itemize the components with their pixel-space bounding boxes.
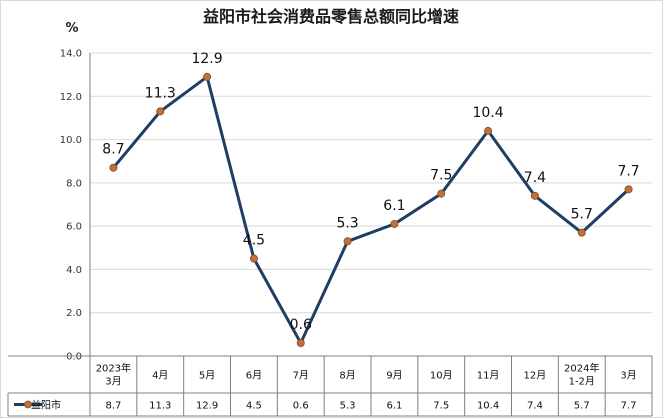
- table-value-cell: 5.3: [340, 401, 356, 412]
- x-category-label: 3月: [620, 370, 636, 382]
- data-label: 8.7: [102, 142, 124, 158]
- y-tick-label: 12.0: [60, 92, 82, 103]
- data-point: [437, 189, 446, 198]
- data-point: [156, 107, 165, 116]
- data-label: 12.9: [191, 51, 222, 67]
- data-point: [109, 163, 118, 172]
- data-label: 7.7: [617, 163, 639, 179]
- data-labels: 8.7 11.3 12.9 4.5 0.6 5.3 6.1 7.5 10.4 7.4 5.7 7.7: [102, 51, 639, 333]
- y-tick-label: 4.0: [66, 265, 82, 276]
- x-category-label: 2023年: [96, 362, 131, 375]
- data-table: 2023年3月8.74月11.35月12.96月4.57月0.68月5.39月6…: [7, 355, 653, 417]
- data-point: [530, 191, 539, 200]
- x-category-label: 6月: [246, 370, 262, 382]
- table-value-cell: 0.6: [293, 401, 309, 412]
- data-label: 6.1: [383, 198, 405, 214]
- y-tick-label: 14.0: [60, 49, 82, 60]
- legend-marker-key: [24, 400, 32, 409]
- data-point: [203, 72, 212, 81]
- data-label: 7.4: [524, 170, 546, 186]
- x-category-label: 2024年: [564, 362, 599, 375]
- y-tick-label: 0.0: [66, 352, 82, 363]
- y-tick-label: 2.0: [66, 308, 82, 319]
- data-point: [624, 185, 633, 194]
- data-label: 5.3: [336, 215, 358, 231]
- data-point: [296, 339, 305, 348]
- data-label: 5.7: [571, 207, 593, 223]
- table-value-cell: 11.3: [149, 401, 171, 412]
- y-unit-label: %: [65, 21, 78, 36]
- x-category-label: 5月: [199, 370, 215, 382]
- data-label: 7.5: [430, 168, 452, 184]
- x-category-label: 9月: [386, 370, 402, 382]
- data-label: 0.6: [290, 317, 312, 333]
- data-point: [484, 126, 493, 135]
- series-line-group: [109, 72, 633, 348]
- table-value-cell: 4.5: [246, 401, 262, 412]
- x-category-label: 3月: [105, 376, 121, 388]
- series-line: [112, 75, 630, 345]
- x-category-label: 8月: [339, 370, 355, 382]
- data-point: [249, 254, 258, 263]
- x-category-label: 4月: [152, 370, 168, 382]
- legend-series-name: 益阳市: [31, 399, 61, 412]
- y-tick-label: 10.0: [60, 135, 82, 146]
- y-tick-label: 6.0: [66, 222, 82, 233]
- x-category-label: 12月: [524, 370, 547, 382]
- data-point: [343, 237, 352, 246]
- data-label: 11.3: [145, 85, 176, 101]
- table-value-cell: 7.4: [527, 401, 543, 412]
- y-axis-ticks: 0.0 2.0 4.0 6.0 8.0 10.0 12.0 14.0: [60, 49, 82, 363]
- data-point: [390, 219, 399, 228]
- table-value-cell: 6.1: [386, 401, 402, 412]
- data-label: 4.5: [243, 233, 265, 249]
- table-value-cell: 12.9: [196, 401, 218, 412]
- x-category-label: 11月: [477, 370, 500, 382]
- x-category-label: 10月: [430, 370, 453, 382]
- data-point: [577, 228, 586, 237]
- table-value-cell: 8.7: [105, 401, 121, 412]
- x-category-label: 7月: [293, 370, 309, 382]
- table-value-cell: 5.7: [574, 401, 590, 412]
- gridlines: [89, 52, 652, 357]
- table-value-cell: 7.5: [433, 401, 449, 412]
- x-category-label: 1-2月: [569, 376, 595, 388]
- data-label: 10.4: [472, 105, 503, 121]
- y-tick-label: 8.0: [66, 178, 82, 189]
- chart-title: 益阳市社会消费品零售总额同比增速: [203, 7, 459, 26]
- table-value-cell: 7.7: [621, 401, 637, 412]
- table-value-cell: 10.4: [477, 401, 499, 412]
